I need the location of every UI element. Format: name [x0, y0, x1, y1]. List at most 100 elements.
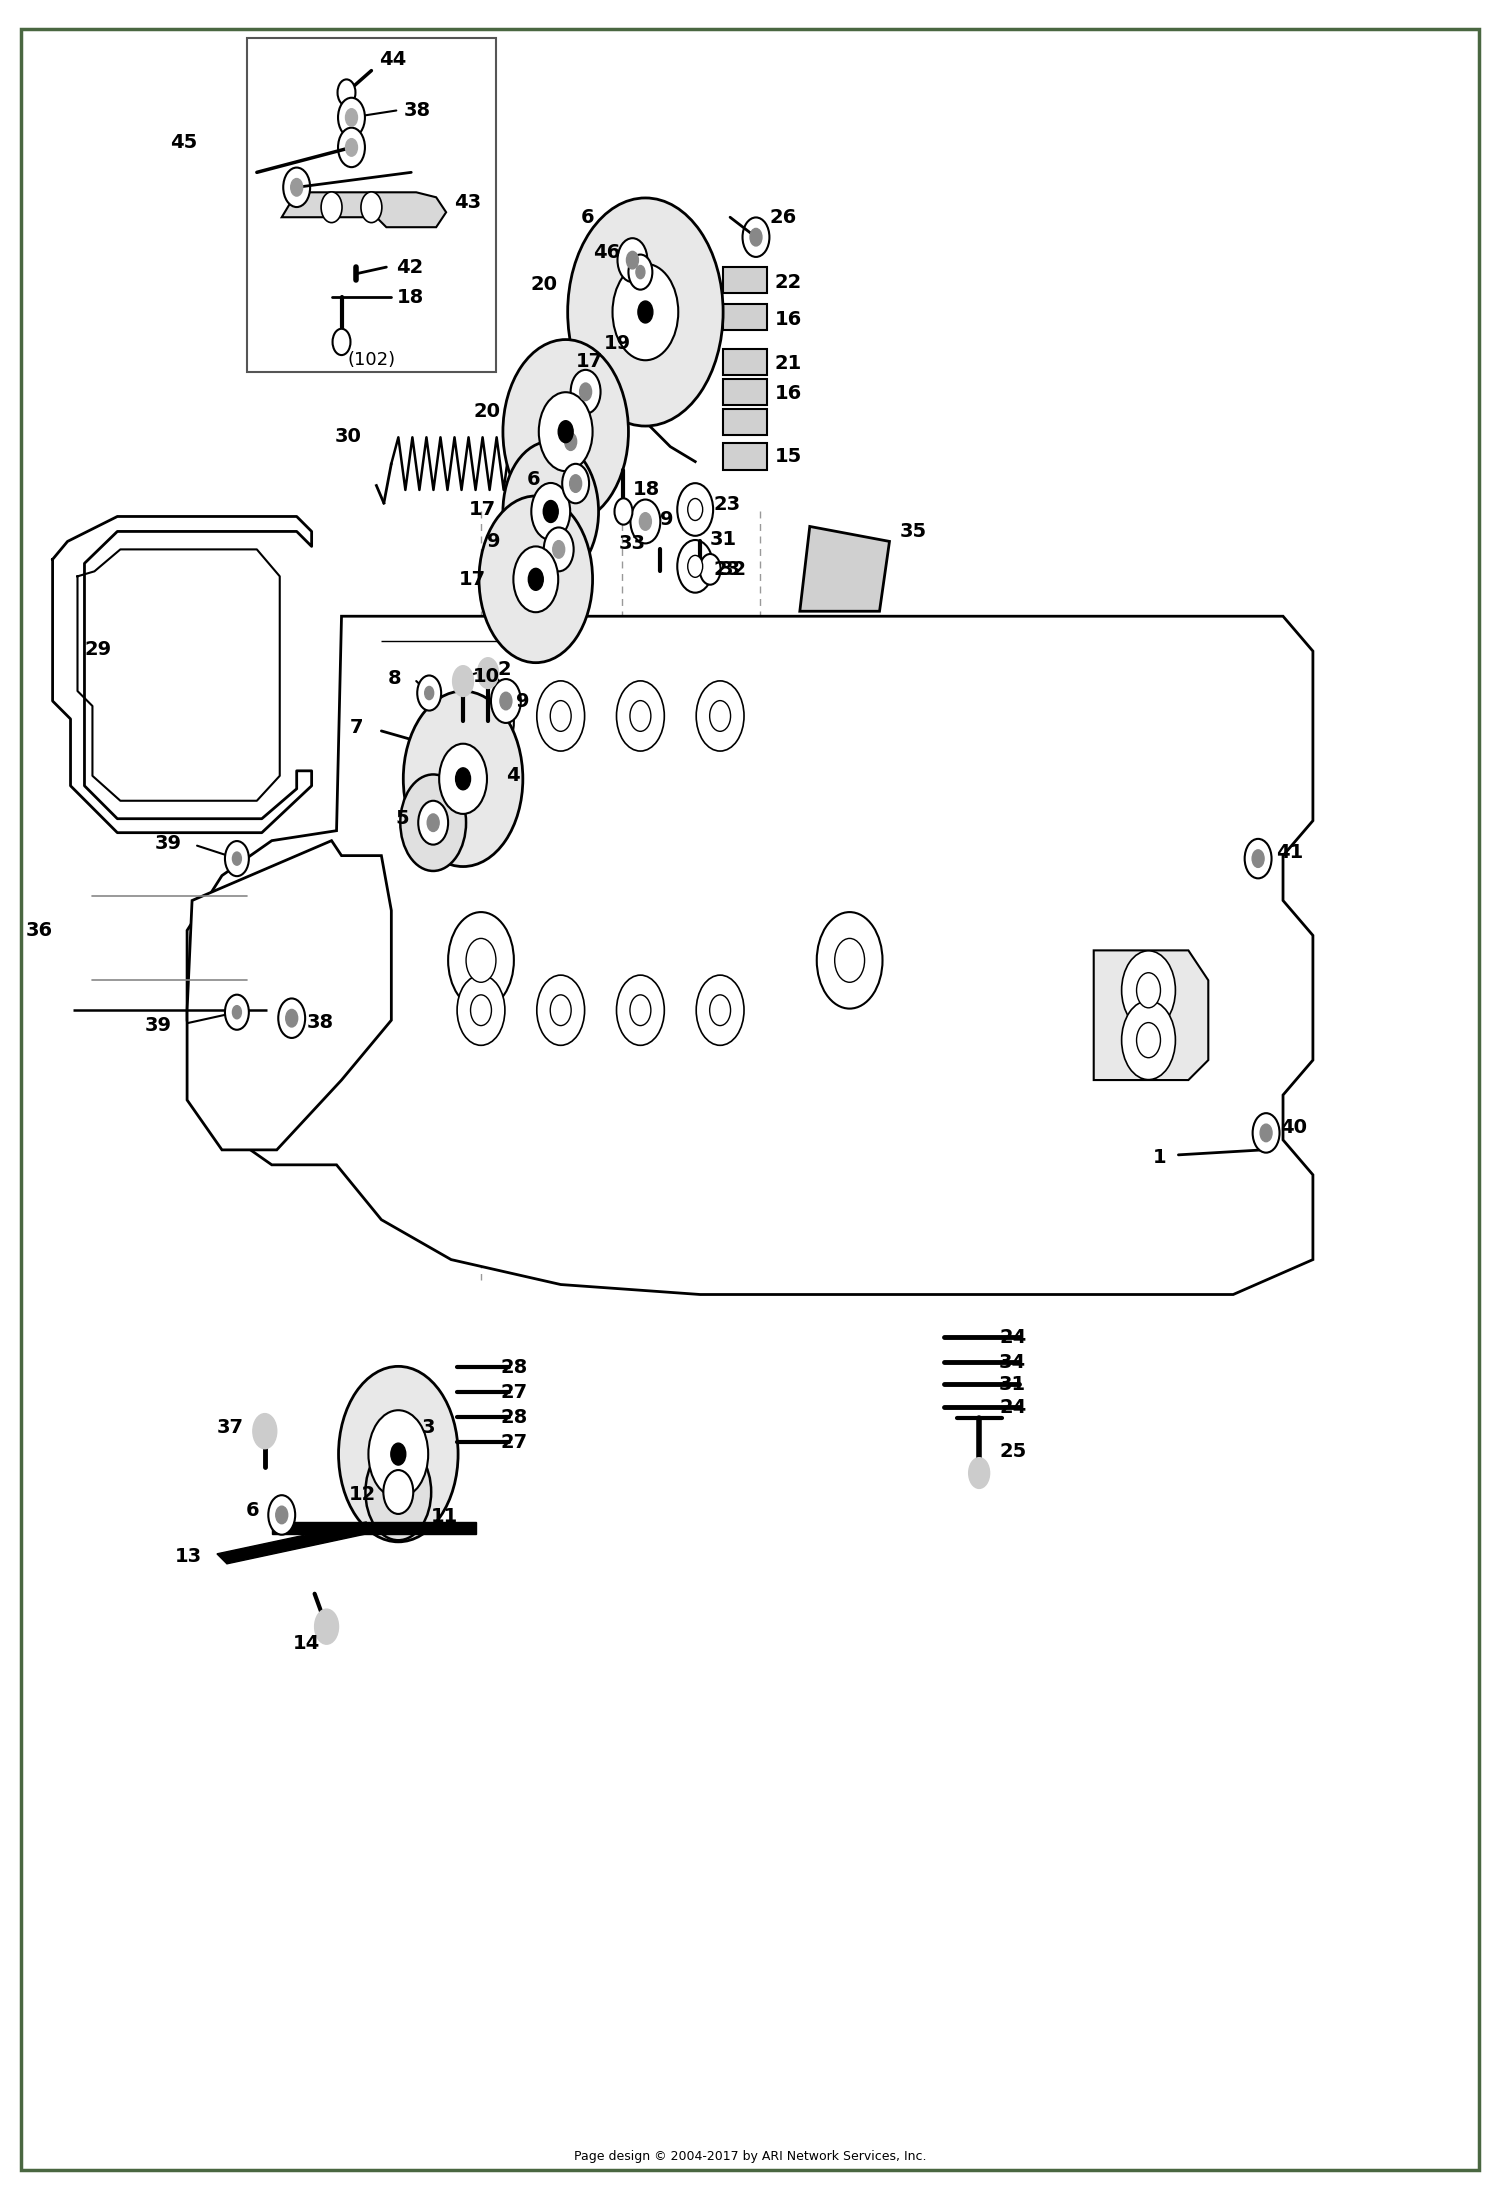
Text: 41: 41 — [1276, 842, 1304, 862]
Circle shape — [384, 1471, 414, 1513]
Polygon shape — [217, 1522, 366, 1563]
Circle shape — [818, 913, 882, 1009]
Circle shape — [537, 682, 585, 752]
Text: 31: 31 — [999, 1374, 1026, 1394]
Circle shape — [448, 913, 514, 1009]
Circle shape — [466, 939, 496, 983]
Circle shape — [550, 701, 572, 732]
Text: 36: 36 — [26, 921, 53, 939]
Text: 1: 1 — [1154, 1148, 1167, 1168]
Circle shape — [345, 139, 357, 156]
Circle shape — [338, 97, 364, 136]
Text: 30: 30 — [334, 427, 362, 446]
Text: 26: 26 — [770, 207, 796, 226]
Text: 28: 28 — [501, 1357, 528, 1377]
Circle shape — [630, 701, 651, 732]
Circle shape — [543, 501, 558, 523]
Circle shape — [284, 167, 310, 207]
Circle shape — [699, 554, 720, 585]
Circle shape — [427, 814, 439, 831]
Circle shape — [612, 264, 678, 361]
Circle shape — [448, 673, 514, 770]
Circle shape — [616, 974, 664, 1045]
Text: 34: 34 — [999, 1352, 1026, 1372]
Text: 9: 9 — [488, 532, 501, 552]
Circle shape — [1137, 972, 1161, 1007]
Circle shape — [1260, 1124, 1272, 1141]
Text: 10: 10 — [472, 666, 500, 686]
Text: 31: 31 — [710, 530, 738, 550]
Text: 20: 20 — [531, 275, 558, 292]
Polygon shape — [188, 840, 392, 1150]
Circle shape — [404, 690, 524, 866]
Text: 16: 16 — [776, 385, 802, 402]
Text: 12: 12 — [350, 1484, 376, 1504]
Text: 2: 2 — [498, 660, 512, 679]
Circle shape — [417, 675, 441, 710]
Circle shape — [558, 420, 573, 442]
Circle shape — [639, 512, 651, 530]
Circle shape — [225, 840, 249, 875]
FancyBboxPatch shape — [21, 29, 1479, 2170]
Text: 4: 4 — [506, 765, 519, 785]
Text: 9: 9 — [660, 510, 674, 530]
Circle shape — [696, 974, 744, 1045]
Circle shape — [362, 191, 382, 222]
Circle shape — [630, 499, 660, 543]
Bar — [723, 378, 768, 405]
Circle shape — [1252, 1113, 1280, 1152]
Text: 33: 33 — [618, 534, 645, 552]
Text: 23: 23 — [712, 495, 741, 515]
Polygon shape — [1094, 950, 1209, 1080]
Circle shape — [567, 198, 723, 427]
Text: 37: 37 — [217, 1418, 244, 1436]
Circle shape — [537, 974, 585, 1045]
Circle shape — [400, 774, 466, 871]
Bar — [723, 409, 768, 435]
Circle shape — [618, 237, 648, 281]
Circle shape — [276, 1506, 288, 1524]
Text: 17: 17 — [470, 499, 496, 519]
Circle shape — [453, 666, 474, 697]
Circle shape — [500, 693, 512, 710]
Polygon shape — [272, 1522, 476, 1535]
Text: 20: 20 — [474, 402, 501, 422]
Circle shape — [687, 556, 702, 578]
Circle shape — [268, 1495, 296, 1535]
Circle shape — [579, 383, 591, 400]
Circle shape — [570, 475, 582, 493]
Text: 44: 44 — [380, 51, 406, 68]
Circle shape — [471, 994, 492, 1025]
Bar — [723, 303, 768, 330]
Text: 9: 9 — [516, 690, 530, 710]
Circle shape — [225, 994, 249, 1029]
Text: 5: 5 — [396, 809, 410, 829]
Text: 22: 22 — [776, 273, 802, 292]
Text: 8: 8 — [387, 668, 402, 688]
Circle shape — [315, 1610, 339, 1645]
Circle shape — [528, 567, 543, 589]
Circle shape — [750, 229, 762, 246]
Text: 25: 25 — [999, 1443, 1026, 1460]
Circle shape — [279, 998, 304, 1038]
Circle shape — [678, 484, 712, 537]
Text: 21: 21 — [776, 354, 802, 374]
Circle shape — [456, 767, 471, 789]
Circle shape — [538, 391, 592, 471]
Text: Page design © 2004-2017 by ARI Network Services, Inc.: Page design © 2004-2017 by ARI Network S… — [573, 2151, 926, 2164]
Circle shape — [710, 994, 730, 1025]
Text: 23: 23 — [712, 561, 741, 578]
Circle shape — [466, 699, 496, 743]
Text: 24: 24 — [999, 1328, 1026, 1348]
Text: 15: 15 — [776, 446, 802, 466]
Circle shape — [687, 499, 702, 521]
Circle shape — [392, 1443, 406, 1465]
Circle shape — [424, 686, 433, 699]
Circle shape — [232, 851, 242, 864]
Bar — [723, 350, 768, 376]
Text: 3: 3 — [422, 1418, 435, 1436]
Text: 38: 38 — [404, 101, 430, 121]
Circle shape — [503, 442, 598, 583]
Text: 45: 45 — [170, 132, 196, 152]
Circle shape — [440, 743, 488, 814]
